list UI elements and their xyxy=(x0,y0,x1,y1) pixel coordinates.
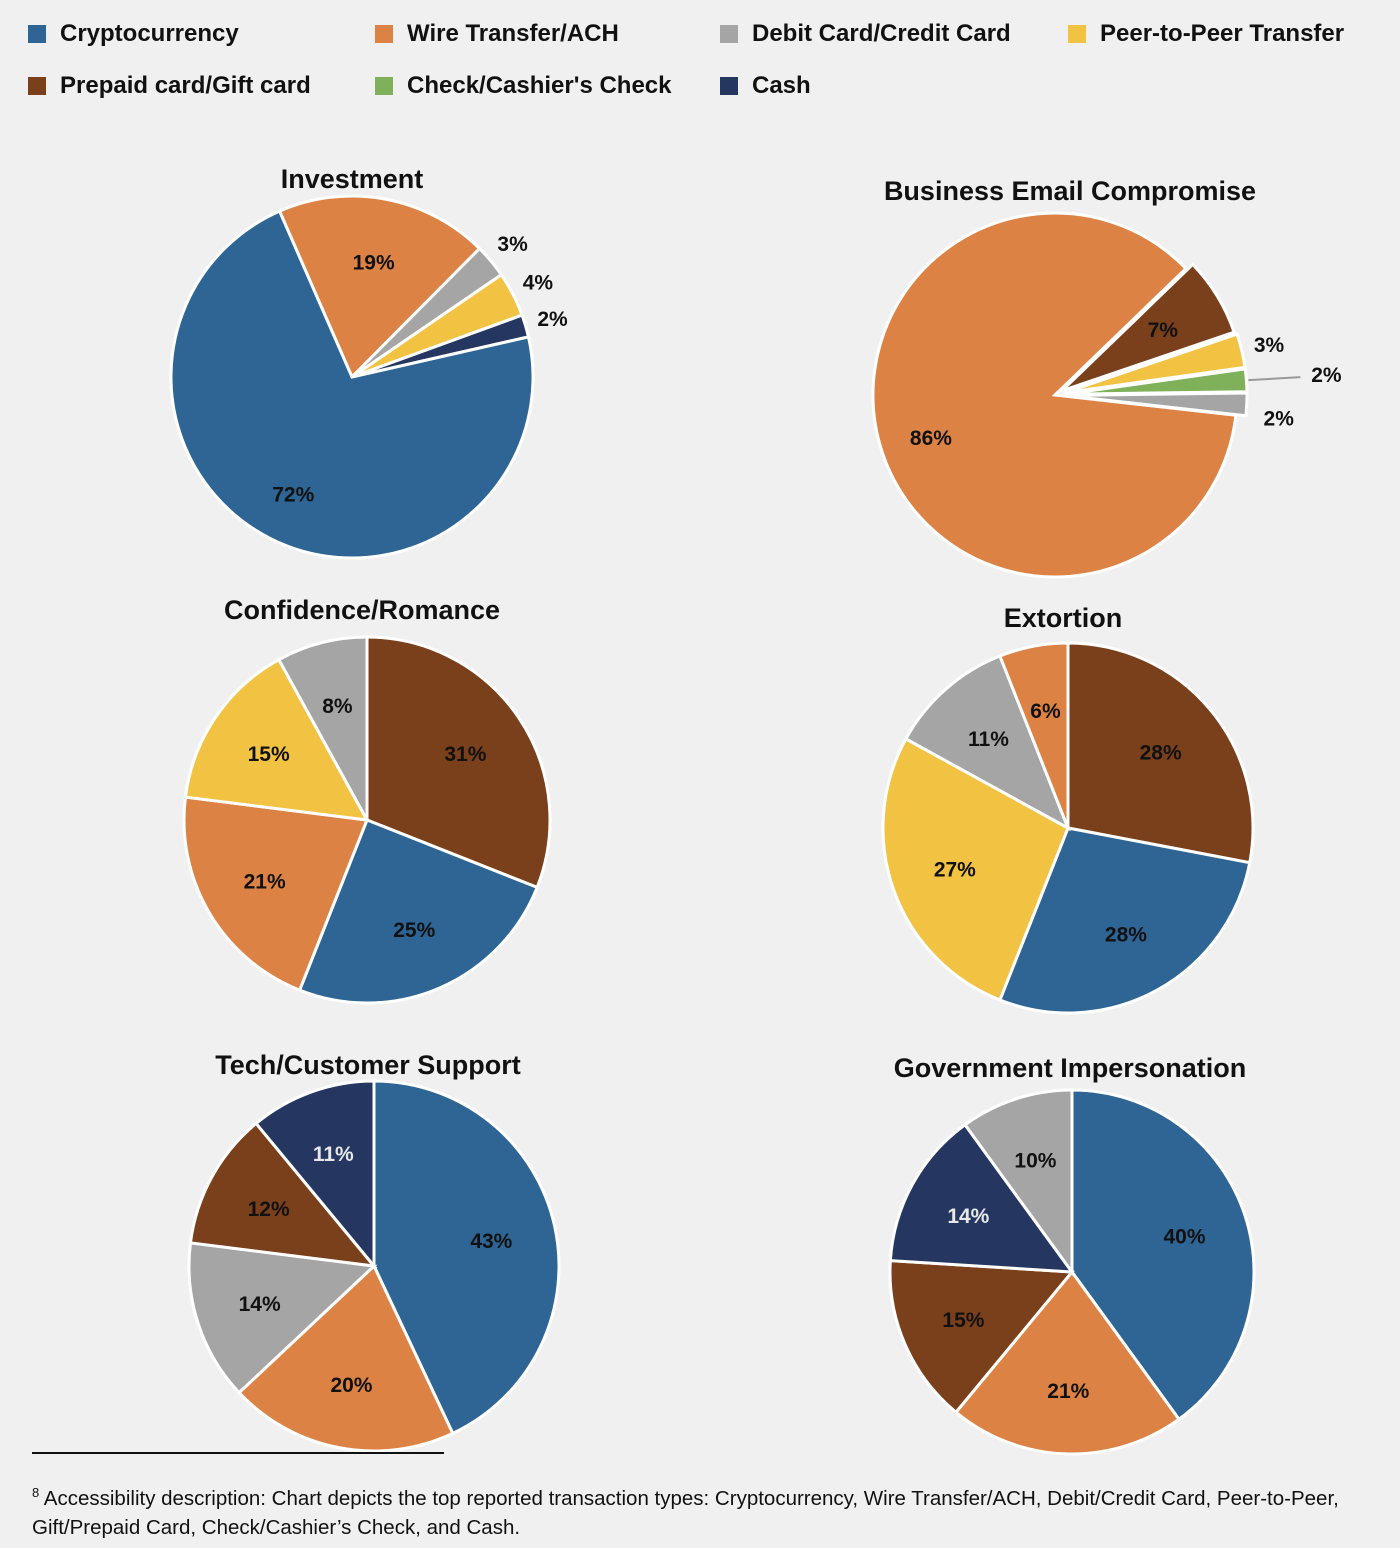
data-label: 14% xyxy=(947,1205,989,1228)
data-label: 28% xyxy=(1105,923,1147,946)
data-label: 2% xyxy=(537,308,568,331)
legend-swatch xyxy=(28,25,46,43)
pie-chart: Business Email Compromise 86% 7% 3% 2% 2% xyxy=(871,176,1342,579)
legend-label: Check/Cashier's Check xyxy=(407,72,672,99)
pie-slice xyxy=(997,641,1070,829)
data-label: 3% xyxy=(1254,334,1285,357)
legend-swatch xyxy=(720,77,738,95)
pie-chart: Tech/Customer Support 43% 20% 14% 12% 11% xyxy=(187,1050,561,1453)
pie-slice xyxy=(365,635,552,890)
legend-label: Cryptocurrency xyxy=(60,20,239,47)
chart-title: Confidence/Romance xyxy=(224,595,500,625)
data-label: 20% xyxy=(330,1374,372,1397)
data-label: 19% xyxy=(353,251,395,274)
data-label: 4% xyxy=(523,271,554,294)
data-label: 28% xyxy=(1140,741,1182,764)
pie-chart: Investment 19% 3% 4% 2% 72% xyxy=(169,164,568,560)
chart-title: Government Impersonation xyxy=(894,1053,1247,1083)
footnote: 8 Accessibility description: Chart depic… xyxy=(32,1478,1352,1542)
chart-title: Investment xyxy=(281,164,424,194)
chart-title: Business Email Compromise xyxy=(884,176,1256,206)
data-label: 31% xyxy=(444,743,486,766)
legend-item: Debit Card/Credit Card xyxy=(720,20,1011,48)
data-label: 6% xyxy=(1030,700,1061,723)
legend-item: Check/Cashier's Check xyxy=(375,72,672,100)
pie-slice xyxy=(182,795,370,993)
pie-slice xyxy=(188,1121,378,1268)
pie-slice xyxy=(997,826,1252,1015)
pie-slice xyxy=(1066,641,1255,865)
data-label: 3% xyxy=(497,233,528,256)
legend-item: Cryptocurrency xyxy=(28,20,239,48)
pie-chart: Confidence/Romance 31% 25% 21% 15% 8% xyxy=(182,595,552,1005)
footnote-text: Accessibility description: Chart depicts… xyxy=(32,1486,1339,1539)
pie-slice xyxy=(276,635,369,821)
pie-slice xyxy=(1064,391,1249,418)
pie-slice xyxy=(1070,1088,1256,1422)
data-label: 25% xyxy=(393,919,435,942)
data-label: 11% xyxy=(968,728,1009,751)
pie-chart: Government Impersonation 40% 21% 15% 14% 10% xyxy=(888,1053,1256,1456)
legend-label: Cash xyxy=(752,72,811,99)
data-label: 8% xyxy=(322,695,353,718)
pie-slice xyxy=(237,1263,455,1453)
data-label: 86% xyxy=(910,427,952,450)
data-label: 21% xyxy=(244,871,286,894)
pie-slice xyxy=(297,818,540,1005)
data-label: 43% xyxy=(470,1230,512,1253)
pie-slice xyxy=(888,1258,1076,1415)
data-label: 10% xyxy=(1014,1149,1056,1172)
data-label: 72% xyxy=(272,483,314,506)
pie-slice xyxy=(183,657,370,822)
data-label: 2% xyxy=(1264,408,1295,431)
legend-item: Wire Transfer/ACH xyxy=(375,20,619,48)
pie-slice xyxy=(962,1088,1074,1277)
legend-item: Cash xyxy=(720,72,811,100)
legend-swatch xyxy=(375,25,393,43)
legend-label: Debit Card/Credit Card xyxy=(752,20,1011,47)
pie-slice xyxy=(903,654,1071,832)
pie-slice xyxy=(187,1241,378,1395)
data-label: 27% xyxy=(934,859,976,882)
footnote-marker: 8 xyxy=(32,1485,40,1500)
pie-slice xyxy=(169,209,535,560)
pie-slice xyxy=(871,211,1238,579)
legend-swatch xyxy=(28,77,46,95)
data-label: 7% xyxy=(1148,319,1179,342)
legend-label: Wire Transfer/ACH xyxy=(407,20,619,47)
legend-label: Prepaid card/Gift card xyxy=(60,72,311,99)
legend-item: Peer-to-Peer Transfer xyxy=(1068,20,1344,48)
data-label: 40% xyxy=(1163,1225,1205,1248)
data-label: 15% xyxy=(942,1309,984,1332)
chart-title: Extortion xyxy=(1004,603,1123,633)
pie-slice xyxy=(372,1079,561,1436)
legend-swatch xyxy=(375,77,393,95)
data-label: 15% xyxy=(248,743,290,766)
data-label: 12% xyxy=(248,1198,290,1221)
pie-chart: Extortion 28% 28% 27% 11% 6% xyxy=(881,603,1255,1015)
chart-title: Tech/Customer Support xyxy=(215,1050,521,1080)
data-label: 21% xyxy=(1047,1380,1089,1403)
pie-slice xyxy=(253,1079,376,1271)
pie-slice xyxy=(953,1269,1182,1456)
pie-slice xyxy=(888,1122,1076,1274)
pie-slice xyxy=(1060,262,1237,393)
leader-line xyxy=(1248,376,1301,382)
data-label: 14% xyxy=(239,1293,281,1316)
pie-slice xyxy=(1064,332,1247,395)
data-label: 11% xyxy=(313,1143,354,1166)
legend-item: Prepaid card/Gift card xyxy=(28,72,311,100)
data-label: 2% xyxy=(1311,364,1342,387)
legend-swatch xyxy=(1068,25,1086,43)
pie-slice xyxy=(277,194,482,380)
legend-label: Peer-to-Peer Transfer xyxy=(1100,20,1345,47)
legend-swatch xyxy=(720,25,738,43)
footnote-divider xyxy=(32,1452,444,1454)
